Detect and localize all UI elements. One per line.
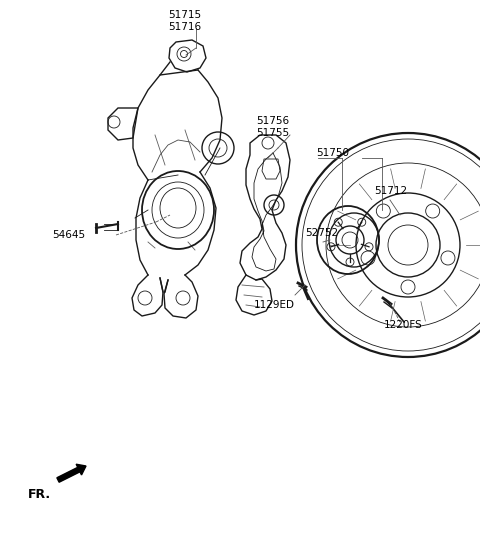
Text: 51756: 51756 [256,116,289,126]
Text: 54645: 54645 [52,230,85,240]
Text: 51755: 51755 [256,128,289,138]
Text: 51716: 51716 [168,22,201,32]
Text: 51712: 51712 [374,186,407,196]
Text: 51750: 51750 [316,148,349,158]
Text: 51715: 51715 [168,10,201,20]
Text: FR.: FR. [28,488,51,501]
Text: 1220FS: 1220FS [384,320,423,330]
Text: 1129ED: 1129ED [254,300,295,310]
FancyArrow shape [57,464,86,482]
Text: 52752: 52752 [305,228,338,238]
